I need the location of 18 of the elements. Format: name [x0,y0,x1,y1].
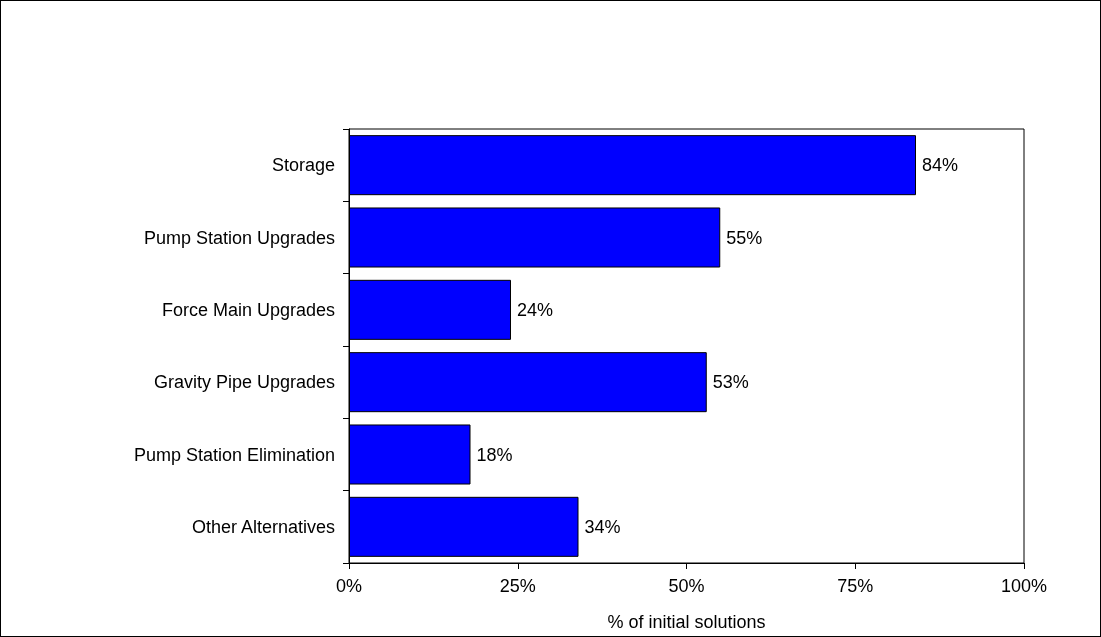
y-tick-label: Pump Station Elimination [133,444,335,465]
x-tick-label: 50% [668,576,705,596]
data-label: 34% [584,516,621,537]
x-tick-label: 75% [837,576,874,596]
y-tick-label: Storage [271,155,335,176]
x-tick-label: 0% [335,576,363,596]
x-axis-title: % of initial solutions [607,612,766,632]
data-label: 24% [517,299,554,320]
y-tick-label: Gravity Pipe Upgrades [153,372,335,393]
y-tick-label: Other Alternatives [191,516,335,537]
y-tick-label: Pump Station Upgrades [143,227,335,248]
data-label: 18% [476,444,513,465]
x-tick-label: 25% [499,576,536,596]
y-tick-label: Force Main Upgrades [161,299,335,320]
data-label: 84% [922,155,959,176]
data-label: 53% [712,372,749,393]
data-label: 55% [726,227,763,248]
x-tick-label: 100% [1000,576,1048,596]
